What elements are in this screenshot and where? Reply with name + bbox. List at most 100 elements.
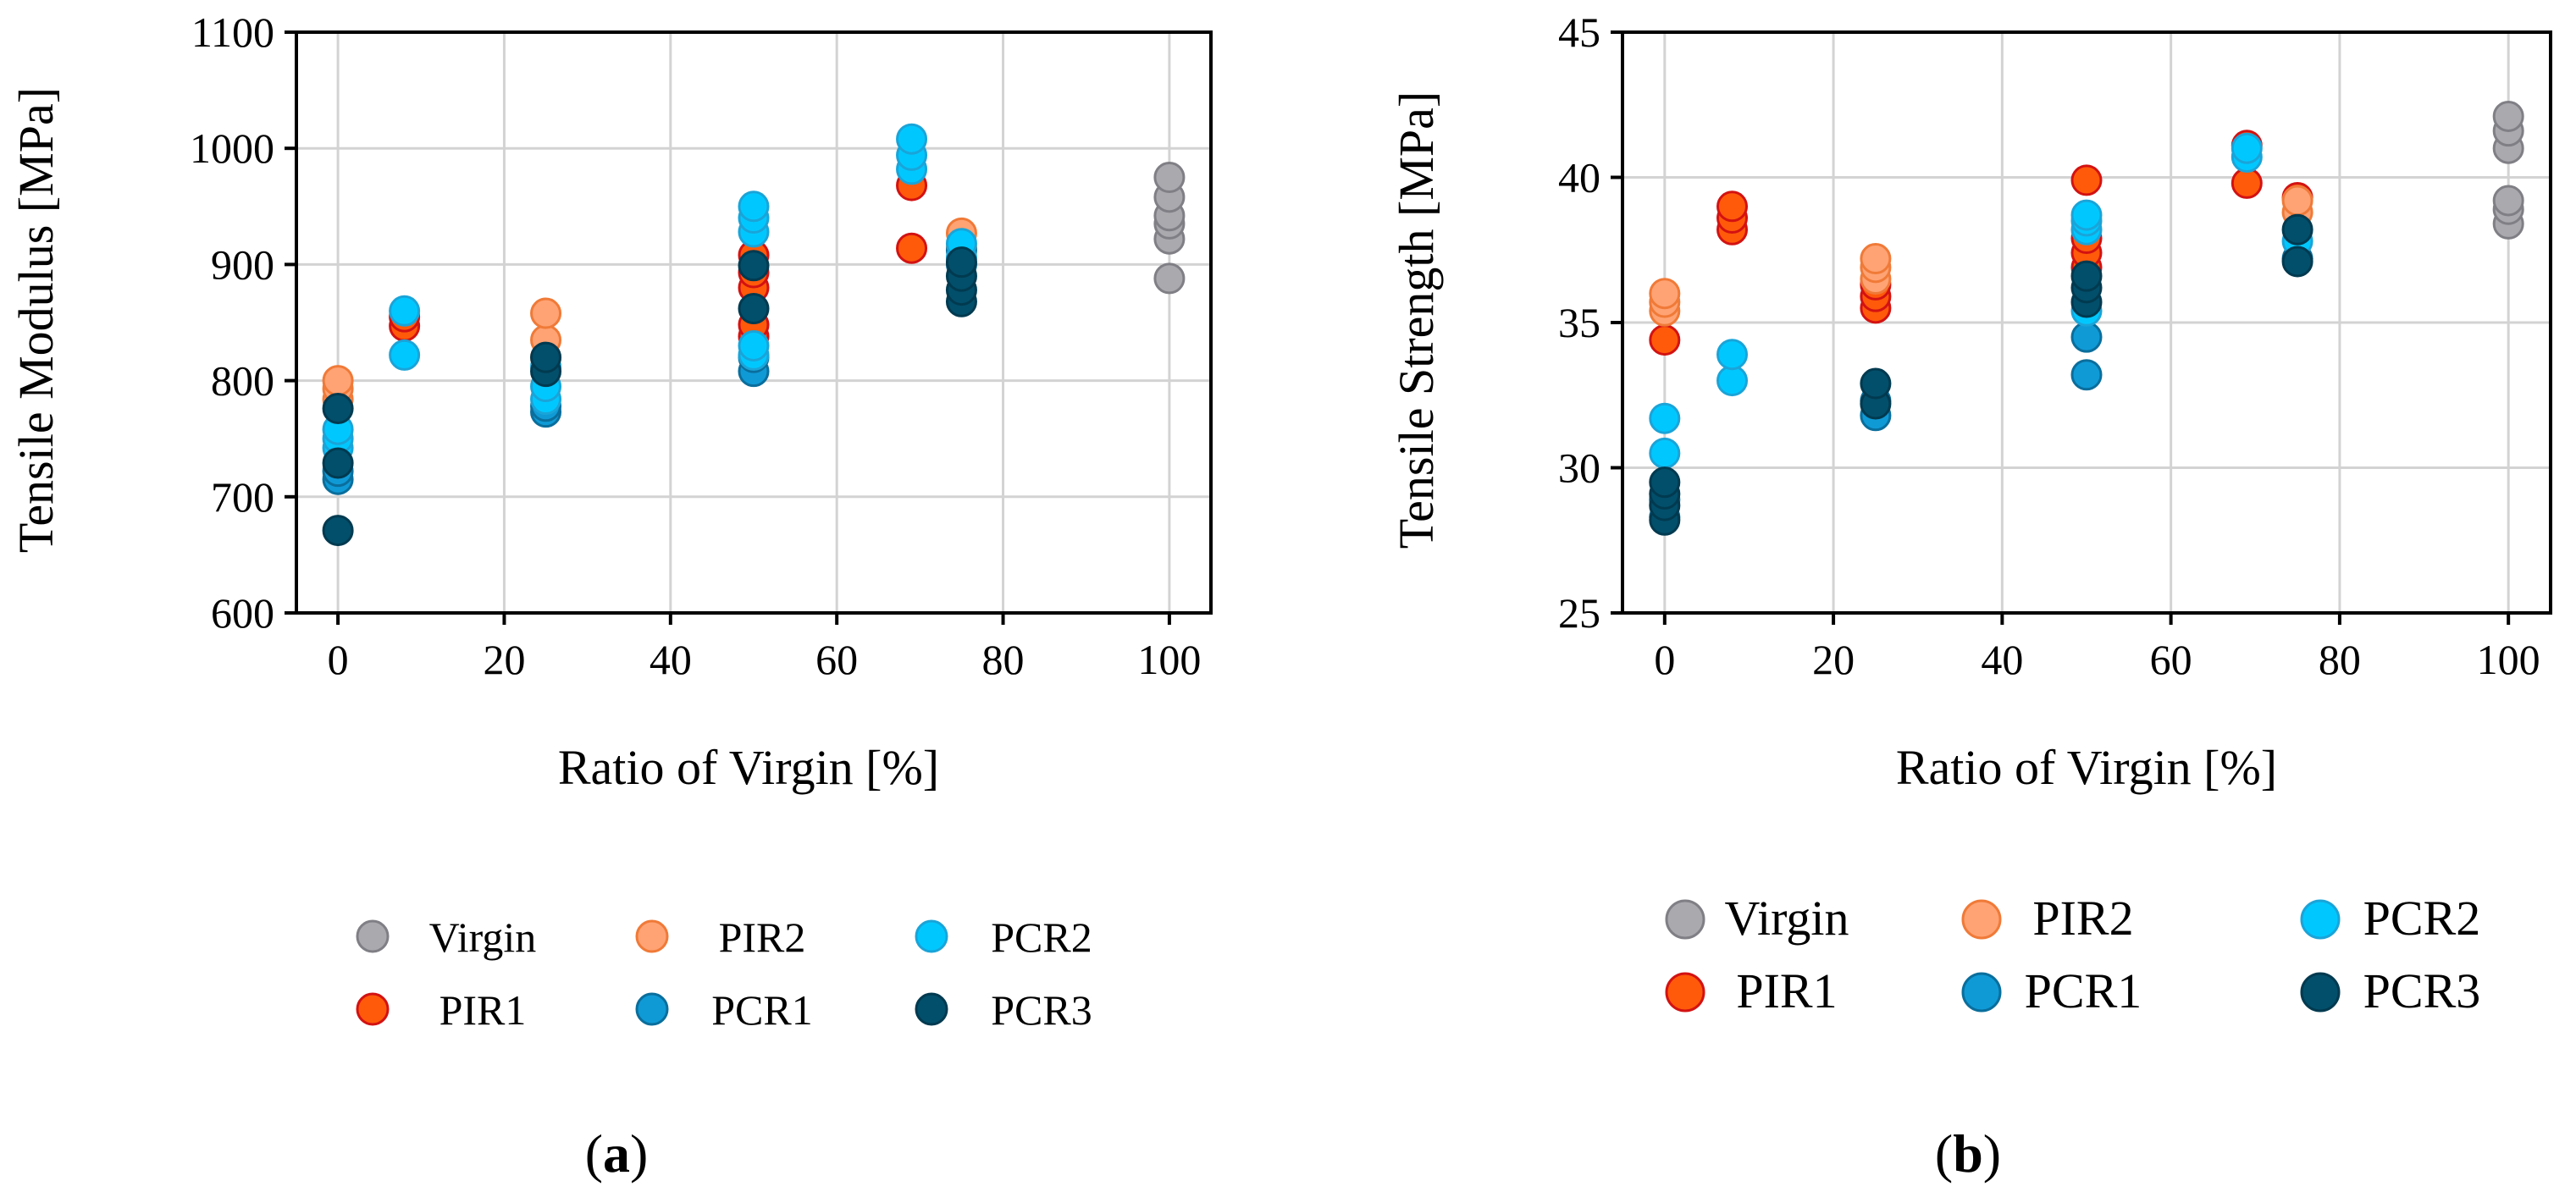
panel-b-legend-marker-virgin bbox=[1665, 899, 1705, 940]
panel-b-legend-label-pir2: PIR2 bbox=[2032, 891, 2133, 946]
panel-a-legend-marker-pir2 bbox=[635, 919, 669, 953]
panel-a-caption: (a) bbox=[585, 1123, 649, 1184]
panel-a-point-pcr2 bbox=[896, 123, 928, 155]
panel-a-y-axis-label: Tensile Modulus [MPa] bbox=[8, 87, 64, 553]
panel-b-legend-marker-pir2 bbox=[1961, 899, 2002, 940]
panel-b-y-tick-label: 40 bbox=[1558, 154, 1600, 201]
panel-a-legend-marker-pcr1 bbox=[635, 992, 669, 1026]
panel-b-x-tick-label: 60 bbox=[2150, 636, 2192, 683]
panel-b-point-pcr2 bbox=[2231, 132, 2263, 164]
panel-a-point-virgin bbox=[1153, 162, 1186, 193]
panel-b-point-pir2 bbox=[1649, 278, 1681, 310]
panel-a-legend-label-pcr1: PCR1 bbox=[711, 986, 813, 1034]
panel-b-x-tick-label: 100 bbox=[2477, 636, 2540, 683]
panel-b-legend-marker-pcr3 bbox=[2300, 972, 2341, 1013]
panel-b-x-tick-label: 20 bbox=[1812, 636, 1855, 683]
panel-a-tensile-modulus: 0 20 40 60 80 100 600 700 800 900 1000 1100 Tensile… bbox=[8, 8, 1213, 1184]
panel-a-legend: Virgin PIR2 PCR2 PIR1 PCR1 PCR3 bbox=[356, 913, 1092, 1034]
panel-a-ticks: 0 20 40 60 80 100 600 700 800 900 1000 1100 bbox=[190, 8, 1201, 683]
panel-b-point-pcr2 bbox=[1649, 402, 1681, 434]
panel-b-point-pcr1 bbox=[2070, 321, 2103, 353]
panel-a-point-pcr3 bbox=[322, 393, 354, 425]
panel-b-tensile-strength: 0 20 40 60 80 100 25 30 35 40 45 Tensile Strength … bbox=[1389, 8, 2552, 1184]
panel-a-y-tick-label: 1100 bbox=[191, 8, 274, 56]
panel-a-legend-label-pir2: PIR2 bbox=[719, 913, 806, 961]
panel-a-point-pir2 bbox=[530, 297, 562, 329]
panel-a-legend-label-pcr3: PCR3 bbox=[991, 986, 1092, 1034]
panel-b-point-pir1 bbox=[2231, 167, 2263, 199]
panel-a-point-pcr3 bbox=[738, 293, 770, 325]
panel-b-point-pir1 bbox=[1649, 324, 1681, 356]
panel-b-point-pir1 bbox=[1716, 190, 1749, 223]
panel-a-y-tick-label: 600 bbox=[211, 589, 274, 637]
panel-b-point-pir2 bbox=[2281, 185, 2313, 217]
panel-b-point-pcr2 bbox=[2070, 199, 2103, 231]
panel-a-point-pcr3 bbox=[945, 246, 977, 279]
panel-b-points bbox=[1649, 100, 2524, 536]
panel-a-legend-label-virgin: Virgin bbox=[429, 913, 537, 961]
panel-a-y-tick-label: 700 bbox=[211, 473, 274, 521]
panel-b-y-tick-label: 30 bbox=[1558, 444, 1600, 492]
panel-a-y-tick-label: 800 bbox=[211, 357, 274, 405]
panel-b-legend-marker-pcr1 bbox=[1961, 972, 2002, 1013]
panel-b-legend-marker-pcr2 bbox=[2300, 899, 2341, 940]
panel-b-point-pcr2 bbox=[1716, 365, 1749, 397]
panel-b-y-axis-label: Tensile Strength [MPa] bbox=[1389, 91, 1444, 549]
panel-a-x-tick-label: 100 bbox=[1137, 636, 1201, 683]
panel-b-legend-label-pir1: PIR1 bbox=[1736, 963, 1837, 1018]
panel-a-point-pcr3 bbox=[322, 447, 354, 479]
panel-b-x-tick-label: 80 bbox=[2319, 636, 2361, 683]
panel-b-point-pcr3 bbox=[1860, 367, 1892, 400]
panel-a-legend-marker-pcr2 bbox=[915, 919, 948, 953]
panel-a-y-tick-label: 1000 bbox=[190, 124, 274, 172]
panel-b-legend-label-pcr1: PCR1 bbox=[2025, 963, 2142, 1018]
panel-a-x-axis-label: Ratio of Virgin [%] bbox=[558, 740, 939, 795]
panel-a-y-tick-label: 900 bbox=[211, 240, 274, 288]
panel-b-y-tick-label: 45 bbox=[1558, 8, 1600, 56]
panel-b-point-pcr1 bbox=[2070, 359, 2103, 391]
panel-a-point-virgin bbox=[1153, 262, 1186, 295]
panel-b-point-pcr3 bbox=[2281, 213, 2313, 246]
panel-a-legend-marker-pir1 bbox=[356, 992, 390, 1026]
panel-b-point-virgin bbox=[2492, 100, 2524, 132]
panel-a-legend-label-pcr2: PCR2 bbox=[991, 913, 1092, 961]
panel-b-x-axis-label: Ratio of Virgin [%] bbox=[1896, 740, 2277, 795]
panel-a-point-pcr2 bbox=[389, 295, 421, 327]
panel-a-legend-marker-virgin bbox=[356, 919, 390, 953]
panel-a-point-pir1 bbox=[896, 232, 928, 264]
panel-b-point-pir2 bbox=[1860, 243, 1892, 275]
panel-a-point-pcr2 bbox=[738, 329, 770, 361]
panel-a-point-pcr2 bbox=[389, 339, 421, 371]
panel-b-y-tick-label: 25 bbox=[1558, 589, 1600, 637]
panel-a-x-tick-label: 20 bbox=[483, 636, 525, 683]
panel-a-legend-label-pir1: PIR1 bbox=[439, 986, 527, 1034]
panel-a-x-tick-label: 40 bbox=[650, 636, 692, 683]
panel-b-legend-marker-pir1 bbox=[1665, 972, 1705, 1013]
panel-b-legend-label-pcr3: PCR3 bbox=[2363, 963, 2481, 1018]
panel-b-point-pir1 bbox=[2070, 164, 2103, 196]
panel-b-point-virgin bbox=[2492, 185, 2524, 217]
panel-a-point-pcr3 bbox=[322, 515, 354, 547]
panel-a-plot-frame bbox=[295, 30, 1213, 615]
panel-b-point-pcr3 bbox=[2070, 260, 2103, 292]
panel-b-point-pcr3 bbox=[2281, 246, 2313, 278]
panel-a-x-tick-label: 60 bbox=[815, 636, 858, 683]
panel-b-legend-label-pcr2: PCR2 bbox=[2363, 891, 2481, 946]
panel-b-ticks: 0 20 40 60 80 100 25 30 35 40 45 bbox=[1558, 8, 2540, 683]
panel-a-point-pcr3 bbox=[738, 250, 770, 282]
panel-a-point-pir2 bbox=[322, 365, 354, 397]
panel-b-caption: (b) bbox=[1935, 1123, 2001, 1184]
panel-b-y-tick-label: 35 bbox=[1558, 299, 1600, 346]
panel-b-legend: Virgin PIR2 PCR2 PIR1 PCR1 PCR3 bbox=[1665, 891, 2481, 1018]
panel-b-point-pcr2 bbox=[1716, 339, 1749, 371]
panel-b-point-pcr2 bbox=[1649, 437, 1681, 469]
panel-a-point-pcr3 bbox=[530, 341, 562, 373]
panel-a-x-tick-label: 80 bbox=[982, 636, 1025, 683]
panel-a-x-tick-label: 0 bbox=[328, 636, 349, 683]
panel-a-points bbox=[322, 123, 1186, 547]
panel-b-caption-letter: b bbox=[1953, 1123, 1983, 1184]
panel-a-legend-marker-pcr3 bbox=[915, 992, 948, 1026]
panel-b-point-pcr3 bbox=[1649, 466, 1681, 499]
panel-a-caption-letter: a bbox=[603, 1123, 630, 1184]
